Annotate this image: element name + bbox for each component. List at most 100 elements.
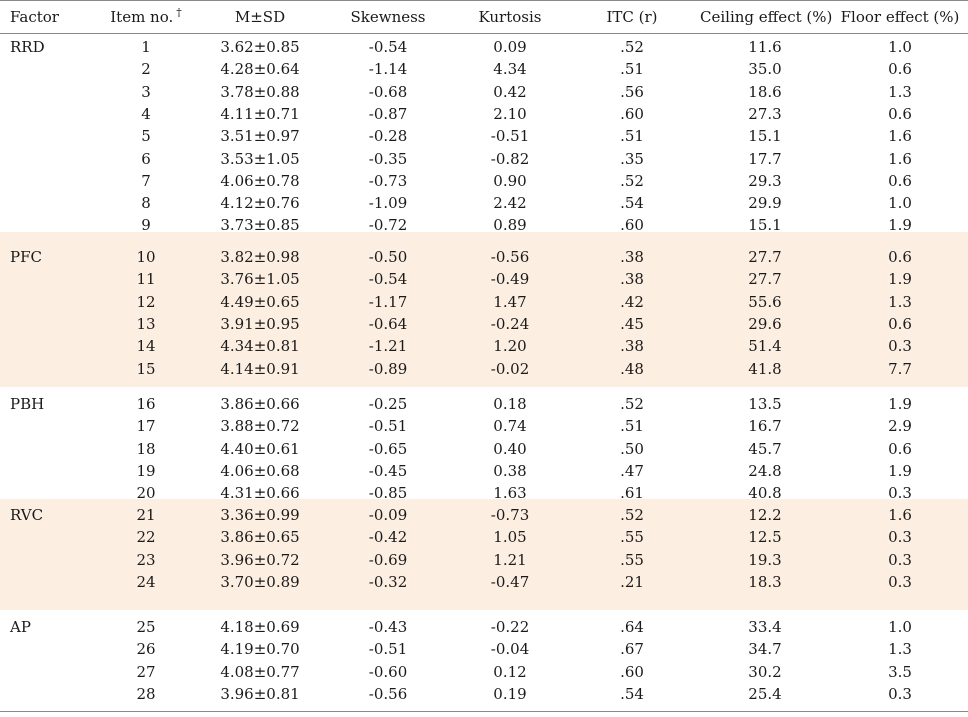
cell-kurtosis: 1.20 xyxy=(493,337,527,356)
cell-mean-sd: 4.11±0.71 xyxy=(220,104,300,123)
cell-mean-sd: 4.28±0.64 xyxy=(220,60,300,79)
cell-floor-effect: 1.3 xyxy=(888,640,912,659)
cell-mean-sd: 4.19±0.70 xyxy=(220,640,300,659)
cell-ceiling-effect: 40.8 xyxy=(748,484,782,503)
cell-itc: .48 xyxy=(620,359,644,378)
cell-itc: .54 xyxy=(620,684,644,703)
cell-itc: .47 xyxy=(620,461,644,480)
cell-itc: .52 xyxy=(620,506,644,524)
factor-group-pfc: PFC 10 3.82±0.98 -0.50 -0.56 .38 27.7 0.6 11 3.76… xyxy=(0,232,968,387)
cell-skewness: -0.50 xyxy=(368,248,408,266)
cell-ceiling-effect: 27.7 xyxy=(748,270,782,289)
cell-mean-sd: 3.88±0.72 xyxy=(220,417,300,436)
cell-item-no: 21 xyxy=(136,506,156,524)
cell-kurtosis: -0.82 xyxy=(490,149,530,168)
cell-ceiling-effect: 12.5 xyxy=(748,528,782,547)
cell-skewness: -0.64 xyxy=(368,314,408,333)
table-row: 28 3.96±0.81 -0.56 0.19 .54 25.4 0.3 xyxy=(0,683,968,705)
cell-ceiling-effect: 25.4 xyxy=(748,684,782,703)
cell-itc: .55 xyxy=(620,550,644,569)
cell-mean-sd: 3.70±0.89 xyxy=(220,572,300,591)
cell-item-no: 3 xyxy=(141,82,151,101)
cell-skewness: -0.54 xyxy=(368,38,408,56)
table-row: 6 3.53±1.05 -0.35 -0.82 .35 17.7 1.6 xyxy=(0,148,968,170)
cell-mean-sd: 3.86±0.66 xyxy=(220,395,300,413)
cell-skewness: -0.25 xyxy=(368,395,408,413)
cell-skewness: -0.60 xyxy=(368,662,408,681)
cell-floor-effect: 1.3 xyxy=(888,292,912,311)
cell-itc: .21 xyxy=(620,572,644,591)
cell-skewness: -0.56 xyxy=(368,684,408,703)
cell-itc: .56 xyxy=(620,82,644,101)
cell-floor-effect: 1.9 xyxy=(888,216,912,235)
cell-kurtosis: 0.90 xyxy=(493,171,527,190)
cell-mean-sd: 3.96±0.81 xyxy=(220,684,300,703)
cell-ceiling-effect: 18.3 xyxy=(748,572,782,591)
cell-itc: .60 xyxy=(620,216,644,235)
factor-label: RRD xyxy=(10,38,45,56)
cell-floor-effect: 1.3 xyxy=(888,82,912,101)
cell-mean-sd: 3.73±0.85 xyxy=(220,216,300,235)
cell-mean-sd: 4.08±0.77 xyxy=(220,662,300,681)
cell-itc: .67 xyxy=(620,640,644,659)
cell-floor-effect: 0.3 xyxy=(888,484,912,503)
cell-kurtosis: 0.19 xyxy=(493,684,527,703)
cell-item-no: 2 xyxy=(141,60,151,79)
factor-label: PBH xyxy=(10,395,45,413)
cell-ceiling-effect: 17.7 xyxy=(748,149,782,168)
cell-floor-effect: 2.9 xyxy=(888,417,912,436)
cell-ceiling-effect: 41.8 xyxy=(748,359,782,378)
cell-skewness: -0.89 xyxy=(368,359,408,378)
factor-group-rrd: RRD 1 3.62±0.85 -0.54 0.09 .52 11.6 1.0 2 4.28±0.… xyxy=(0,32,968,234)
cell-item-no: 23 xyxy=(136,550,156,569)
cell-mean-sd: 3.91±0.95 xyxy=(220,314,300,333)
table-row: 10 3.82±0.98 -0.50 -0.56 .38 27.7 0.6 xyxy=(0,246,968,268)
cell-kurtosis: 0.09 xyxy=(493,38,527,56)
table-row: 24 3.70±0.89 -0.32 -0.47 .21 18.3 0.3 xyxy=(0,571,968,593)
cell-ceiling-effect: 24.8 xyxy=(748,461,782,480)
table-row: 27 4.08±0.77 -0.60 0.12 .60 30.2 3.5 xyxy=(0,661,968,683)
cell-kurtosis: -0.02 xyxy=(490,359,530,378)
cell-mean-sd: 4.49±0.65 xyxy=(220,292,300,311)
cell-ceiling-effect: 16.7 xyxy=(748,417,782,436)
table-row: 4 4.11±0.71 -0.87 2.10 .60 27.3 0.6 xyxy=(0,103,968,125)
table-row: 20 4.31±0.66 -0.85 1.63 .61 40.8 0.3 xyxy=(0,482,968,504)
cell-skewness: -0.09 xyxy=(368,506,408,524)
cell-item-no: 8 xyxy=(141,194,151,213)
cell-mean-sd: 3.78±0.88 xyxy=(220,82,300,101)
cell-kurtosis: -0.51 xyxy=(490,127,530,146)
cell-floor-effect: 1.0 xyxy=(888,194,912,213)
header-floor-effect: Floor effect (%) xyxy=(840,8,960,26)
cell-ceiling-effect: 15.1 xyxy=(748,216,782,235)
cell-item-no: 17 xyxy=(136,417,156,436)
cell-kurtosis: 2.10 xyxy=(493,104,527,123)
cell-skewness: -0.51 xyxy=(368,640,408,659)
cell-item-no: 12 xyxy=(136,292,156,311)
cell-floor-effect: 1.6 xyxy=(888,506,912,524)
cell-itc: .52 xyxy=(620,38,644,56)
cell-skewness: -0.73 xyxy=(368,171,408,190)
factor-label: PFC xyxy=(10,248,42,266)
cell-skewness: -0.87 xyxy=(368,104,408,123)
cell-skewness: -0.32 xyxy=(368,572,408,591)
cell-itc: .51 xyxy=(620,417,644,436)
cell-ceiling-effect: 19.3 xyxy=(748,550,782,569)
cell-item-no: 18 xyxy=(136,439,156,458)
table-row: 21 3.36±0.99 -0.09 -0.73 .52 12.2 1.6 xyxy=(0,504,968,526)
cell-ceiling-effect: 12.2 xyxy=(748,506,782,524)
cell-ceiling-effect: 18.6 xyxy=(748,82,782,101)
table-row: 15 4.14±0.91 -0.89 -0.02 .48 41.8 7.7 xyxy=(0,358,968,380)
cell-item-no: 16 xyxy=(136,395,156,413)
cell-skewness: -0.45 xyxy=(368,461,408,480)
dagger-footnote-mark: † xyxy=(176,6,182,19)
cell-item-no: 10 xyxy=(136,248,156,266)
cell-item-no: 15 xyxy=(136,359,156,378)
cell-floor-effect: 0.6 xyxy=(888,104,912,123)
cell-kurtosis: 4.34 xyxy=(493,60,527,79)
cell-floor-effect: 0.3 xyxy=(888,528,912,547)
cell-mean-sd: 4.06±0.78 xyxy=(220,171,300,190)
cell-itc: .42 xyxy=(620,292,644,311)
cell-mean-sd: 3.86±0.65 xyxy=(220,528,300,547)
table-row: 5 3.51±0.97 -0.28 -0.51 .51 15.1 1.6 xyxy=(0,125,968,147)
cell-ceiling-effect: 29.3 xyxy=(748,171,782,190)
